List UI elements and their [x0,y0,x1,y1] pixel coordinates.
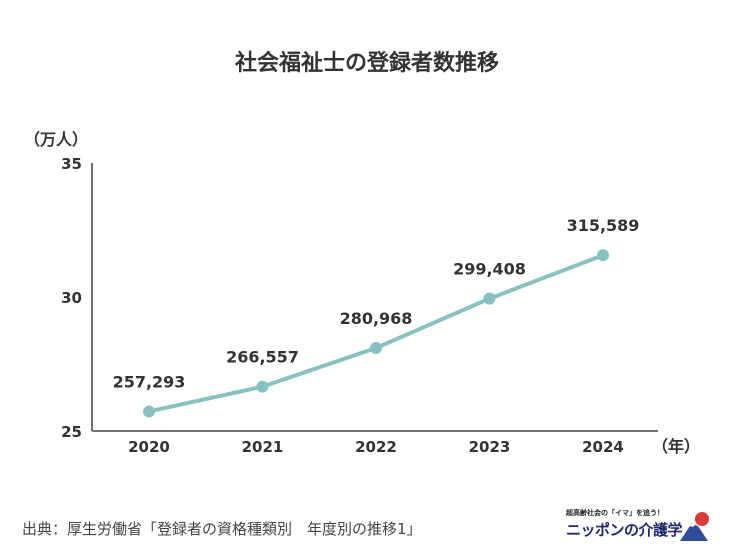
x-tick-label: 2021 [242,438,284,456]
data-point [370,342,382,355]
x-tick-label: 2022 [355,438,397,456]
data-label: 266,557 [226,348,299,367]
series-line [147,253,605,414]
data-point [143,405,155,418]
data-point [483,292,496,305]
data-label: 257,293 [113,372,186,391]
y-tick-label: 35 [61,155,82,173]
chart-title: 社会福祉士の登録者数推移 [235,50,499,76]
data-label: 299,408 [453,260,526,279]
mountain-sun-icon [680,512,709,541]
x-axis-unit: （年） [652,437,700,456]
source-note: 出典：厚生労働省「登録者の資格種類別 年度別の推移1」 [22,520,422,538]
brand-tagline: 超高齢社会の「イマ」を追う！ [566,509,664,517]
brand-name: ニッポンの介護学 [566,521,683,539]
x-tick-label: 2024 [582,438,624,456]
y-axis-unit: （万人） [24,130,88,149]
data-label: 315,589 [567,216,640,235]
brand-logo-block: 超高齢社会の「イマ」を追う！ ニッポンの介護学 [566,508,716,544]
data-point [597,249,609,262]
y-tick-label: 30 [61,289,82,307]
x-tick-label: 2023 [469,438,511,456]
x-tick-label: 2020 [128,438,170,456]
y-tick-label: 25 [61,423,82,441]
data-point [256,380,269,393]
data-label: 280,968 [340,309,413,328]
